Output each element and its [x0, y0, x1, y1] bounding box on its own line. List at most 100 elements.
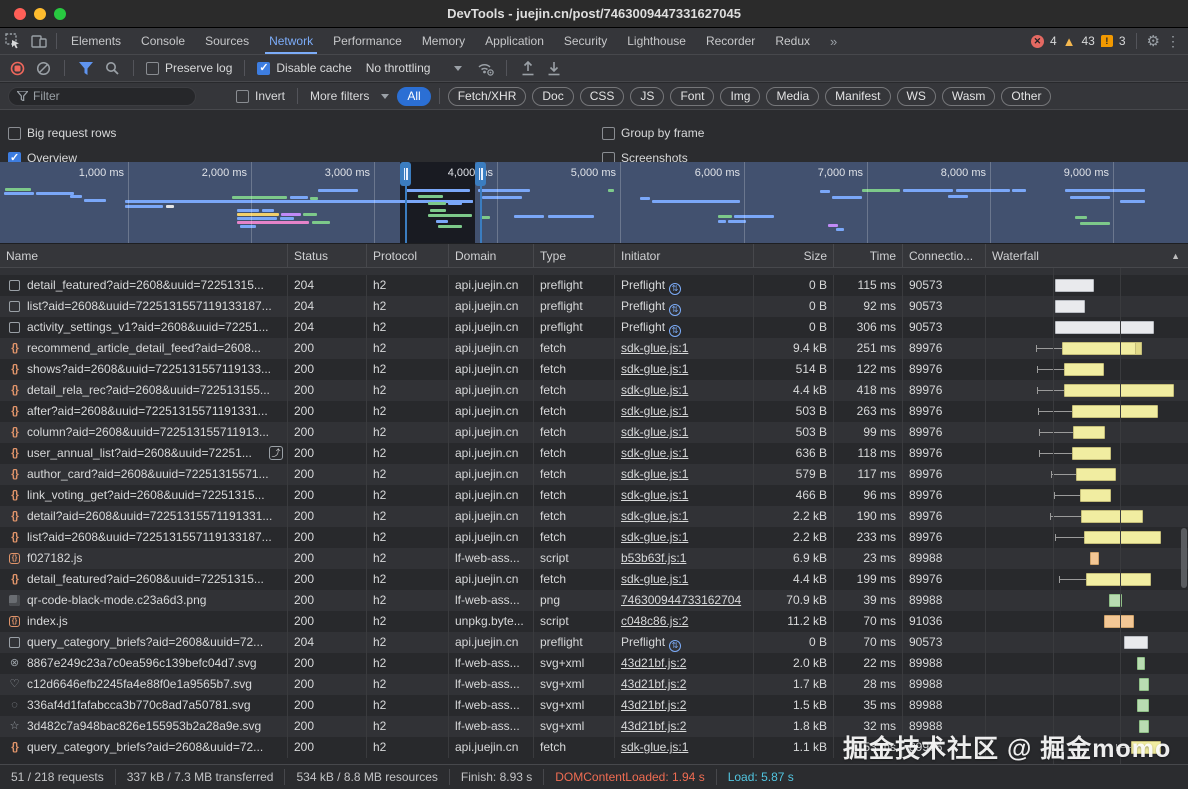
traffic-zoom-button[interactable]	[54, 8, 66, 20]
status-cell[interactable]: 200	[287, 590, 366, 611]
column-header-waterfall[interactable]: Waterfall ▲	[985, 244, 1188, 268]
initiator-text[interactable]: sdk-glue.js:1	[621, 383, 689, 397]
name-cell[interactable]: {} after?aid=2608&uuid=72251315571191331.…	[0, 401, 287, 422]
name-cell[interactable]: {} user_annual_list?aid=2608&uuid=72251..…	[0, 443, 287, 464]
table-row[interactable]: query_category_briefs?aid=2608&uuid=72..…	[0, 632, 1188, 653]
initiator-text[interactable]: 43d21bf.js:2	[621, 656, 687, 670]
waterfall-cell[interactable]	[985, 716, 1188, 737]
time-cell[interactable]: 263 ms	[833, 401, 902, 422]
type-cell[interactable]: fetch	[533, 569, 614, 590]
waterfall-cell[interactable]	[985, 464, 1188, 485]
waterfall-bar[interactable]	[1072, 405, 1158, 418]
status-cell[interactable]: 200	[287, 401, 366, 422]
size-cell[interactable]: 1.8 kB	[753, 716, 833, 737]
name-cell[interactable]: qr-code-black-mode.c23a6d3.png	[0, 590, 287, 611]
type-cell[interactable]: preflight	[533, 275, 614, 296]
waterfall-cell[interactable]	[985, 611, 1188, 632]
type-cell[interactable]: fetch	[533, 422, 614, 443]
protocol-cell[interactable]: h2	[366, 464, 448, 485]
waterfall-bar[interactable]	[1084, 531, 1161, 544]
status-cell[interactable]: 200	[287, 527, 366, 548]
table-row[interactable]: {} index.js 200 h2 unpkg.byte... script c048c8…	[0, 611, 1188, 632]
table-row[interactable]: ☆ 3d482c7a948bac826e155953b2a28a9e.svg 200…	[0, 716, 1188, 737]
initiator-cell[interactable]: 43d21bf.js:2	[614, 674, 753, 695]
status-cell[interactable]: 200	[287, 737, 366, 758]
filter-pill-css[interactable]: CSS	[579, 86, 625, 106]
table-row[interactable]: {} shows?aid=2608&uuid=7225131557119133..…	[0, 359, 1188, 380]
protocol-cell[interactable]: h2	[366, 338, 448, 359]
domain-cell[interactable]: api.juejin.cn	[448, 422, 533, 443]
size-cell[interactable]: 9.4 kB	[753, 338, 833, 359]
initiator-cell[interactable]: 746300944733162704	[614, 590, 753, 611]
type-cell[interactable]: script	[533, 548, 614, 569]
status-cell[interactable]: 200	[287, 485, 366, 506]
time-cell[interactable]: 70 ms	[833, 632, 902, 653]
clear-network-log-button[interactable]	[34, 59, 52, 77]
initiator-text[interactable]: sdk-glue.js:1	[621, 740, 689, 754]
filter-pill-font[interactable]: Font	[670, 86, 715, 106]
connection-cell[interactable]: 89976	[902, 527, 985, 548]
tab-redux[interactable]: Redux	[775, 34, 810, 48]
waterfall-bar[interactable]	[1055, 279, 1094, 292]
type-cell[interactable]: fetch	[533, 380, 614, 401]
protocol-cell[interactable]: h2	[366, 695, 448, 716]
preflight-info-icon[interactable]: ⇅	[669, 282, 682, 295]
preflight-info-icon[interactable]: ⇅	[669, 324, 682, 337]
connection-cell[interactable]: 89976	[902, 443, 985, 464]
table-row[interactable]: ◌ 336af4d1fafabcca3b770c8ad7a50781.svg 200…	[0, 695, 1188, 716]
size-cell[interactable]: 11.2 kB	[753, 611, 833, 632]
size-cell[interactable]: 70.9 kB	[753, 590, 833, 611]
tab-sources[interactable]: Sources	[205, 34, 250, 48]
size-cell[interactable]: 0 B	[753, 275, 833, 296]
size-cell[interactable]: 0 B	[753, 317, 833, 338]
time-cell[interactable]: 92 ms	[833, 296, 902, 317]
protocol-cell[interactable]: h2	[366, 569, 448, 590]
waterfall-bar[interactable]	[1104, 615, 1134, 628]
time-cell[interactable]: 70 ms	[833, 611, 902, 632]
status-cell[interactable]: 200	[287, 422, 366, 443]
domain-cell[interactable]: api.juejin.cn	[448, 569, 533, 590]
initiator-cell[interactable]: Preflight ⇅	[614, 632, 753, 653]
waterfall-cell[interactable]	[985, 401, 1188, 422]
protocol-cell[interactable]: h2	[366, 527, 448, 548]
waterfall-cell[interactable]	[985, 380, 1188, 401]
status-cell[interactable]: 204	[287, 296, 366, 317]
device-toolbar-icon[interactable]	[26, 28, 52, 54]
domain-cell[interactable]: api.juejin.cn	[448, 338, 533, 359]
initiator-cell[interactable]: sdk-glue.js:1	[614, 737, 753, 758]
protocol-cell[interactable]: h2	[366, 716, 448, 737]
initiator-cell[interactable]: Preflight ⇅	[614, 275, 753, 296]
type-cell[interactable]: fetch	[533, 401, 614, 422]
type-cell[interactable]: preflight	[533, 632, 614, 653]
domain-cell[interactable]: lf-web-ass...	[448, 548, 533, 569]
connection-cell[interactable]: 89976	[902, 359, 985, 380]
network-overview-timeline[interactable]: 1,000 ms 2,000 ms 3,000 ms 4,000 ms 5,000 ms…	[0, 162, 1188, 244]
time-cell[interactable]: 23 ms	[833, 548, 902, 569]
connection-cell[interactable]: 89976	[902, 506, 985, 527]
name-cell[interactable]: {} author_card?aid=2608&uuid=72251315571.…	[0, 464, 287, 485]
initiator-cell[interactable]: sdk-glue.js:1	[614, 380, 753, 401]
more-filters-dropdown[interactable]: More filters	[310, 89, 390, 103]
name-cell[interactable]: {} link_voting_get?aid=2608&uuid=72251315…	[0, 485, 287, 506]
overview-right-handle[interactable]	[475, 162, 486, 186]
initiator-text[interactable]: sdk-glue.js:1	[621, 572, 689, 586]
filter-pill-img[interactable]: Img	[720, 86, 761, 106]
time-cell[interactable]: 96 ms	[833, 485, 902, 506]
initiator-text[interactable]: b53b63f.js:1	[621, 551, 687, 565]
tab-security[interactable]: Security	[563, 34, 608, 48]
domain-cell[interactable]: api.juejin.cn	[448, 464, 533, 485]
table-row[interactable]: {} user_annual_list?aid=2608&uuid=72251..…	[0, 443, 1188, 464]
size-cell[interactable]: 6.9 kB	[753, 548, 833, 569]
checkbox-icon[interactable]	[257, 61, 271, 75]
name-cell[interactable]: {} f027182.js	[0, 548, 287, 569]
table-row-partial[interactable]	[0, 268, 1188, 275]
filter-pill-doc[interactable]: Doc	[532, 86, 574, 106]
domain-cell[interactable]: lf-web-ass...	[448, 674, 533, 695]
domain-cell[interactable]: api.juejin.cn	[448, 632, 533, 653]
initiator-cell[interactable]: 43d21bf.js:2	[614, 695, 753, 716]
initiator-cell[interactable]: sdk-glue.js:1	[614, 338, 753, 359]
waterfall-cell[interactable]	[985, 422, 1188, 443]
type-cell[interactable]: fetch	[533, 485, 614, 506]
waterfall-bar[interactable]	[1080, 489, 1111, 502]
size-cell[interactable]: 4.4 kB	[753, 380, 833, 401]
